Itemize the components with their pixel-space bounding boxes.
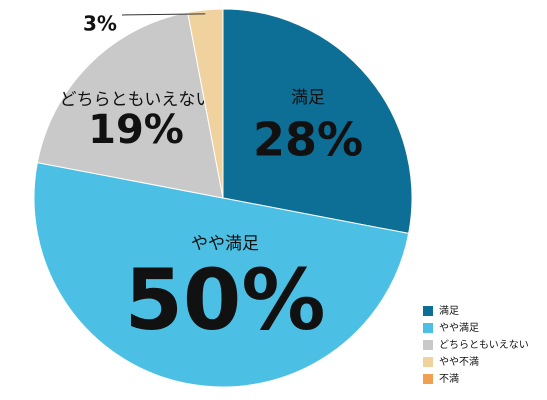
slice-category-label: どちらともいえない [60, 90, 213, 110]
legend-swatch [423, 323, 433, 333]
leader-line [121, 13, 206, 16]
pie-slice [33, 161, 410, 388]
slice-category-label: やや満足 [191, 234, 259, 254]
legend-label: やや満足 [439, 322, 479, 334]
legend-label: どちらともいえない [439, 339, 529, 351]
slice-value-label: 19% [88, 107, 184, 153]
legend-swatch [423, 357, 433, 367]
slice-value-label: 28% [253, 113, 363, 167]
legend-swatch [423, 374, 433, 384]
legend-label: 満足 [439, 305, 459, 317]
slice-category-label: 満足 [291, 88, 325, 108]
pie-slice [222, 8, 413, 234]
legend-swatch [423, 306, 433, 316]
legend-label: 不満 [439, 373, 459, 385]
slice-value-label: 50% [124, 251, 325, 349]
legend-swatch [423, 340, 433, 350]
slice-value-label: 3% [83, 12, 117, 36]
legend-label: やや不満 [439, 356, 479, 368]
pie-slice [36, 11, 224, 199]
